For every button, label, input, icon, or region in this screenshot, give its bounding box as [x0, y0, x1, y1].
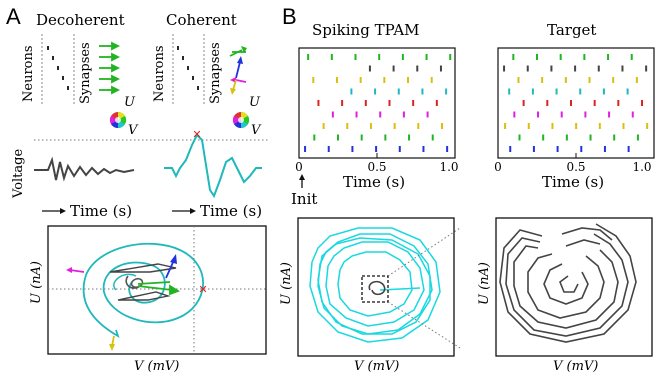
decoherent-network-diagram: Neurons Synapses [21, 34, 121, 104]
phase-a-y-label: U (nA) [29, 261, 44, 304]
target-title: Target [547, 21, 596, 39]
phase-b-target-x-label: V (mV) [553, 359, 598, 374]
color-wheel-u-label: U [249, 95, 261, 110]
panel-b-label: B [282, 4, 297, 29]
raster1-time-label: Time (s) [343, 173, 405, 191]
phase-b-spiking-y-label: U (nA) [279, 262, 294, 305]
coherent-title: Coherent [166, 11, 237, 29]
panel-a-label: A [6, 4, 21, 29]
time-label-decoherent: Time (s) [70, 202, 132, 220]
raster2-tick-1: 0.5 [566, 160, 585, 174]
raster-spiking: 0 0.5 1.0 Time (s) Init [291, 47, 459, 208]
voltage-label: Voltage [11, 149, 26, 199]
synapse-arrows-decoherent [99, 41, 121, 95]
phase-color-wheel: U V [232, 95, 262, 138]
decoherent-title: Decoherent [36, 11, 125, 29]
synapses-label-coherent: Synapses [208, 42, 223, 104]
decoherent-spiral [125, 275, 144, 289]
phase-color-wheel-decoherent: U V [109, 95, 139, 138]
phase-portrait-b-target: U (nA) V (mV) [477, 217, 653, 374]
color-wheel-v-label: V [251, 123, 262, 138]
phase-portrait-a: ✕ U (nA) V (mV) [29, 225, 267, 374]
phase-a-x-label: V (mV) [134, 359, 179, 374]
spiking-tpam-title: Spiking TPAM [312, 21, 420, 39]
phase-b-spiking-x-label: V (mV) [354, 359, 399, 374]
phase-portrait-b-spiking: U (nA) V (mV) [279, 217, 461, 374]
raster1-tick-0: 0 [295, 160, 303, 174]
time-arrow-decoherent: Time (s) [42, 202, 132, 220]
init-label: Init [291, 190, 317, 208]
color-wheel-v-label-decoherent: V [128, 123, 139, 138]
time-arrow-coherent: Time (s) [172, 202, 262, 220]
time-label-coherent: Time (s) [200, 202, 262, 220]
synapses-label-decoherent: Synapses [78, 42, 93, 104]
neuron-ticks-decoherent [47, 46, 69, 90]
raster-target: 0 0.5 1.0 Time (s) [494, 47, 655, 191]
raster1-tick-2: 1.0 [439, 160, 458, 174]
coherent-network-diagram: Neurons Synapses [152, 34, 247, 104]
synapse-arrows-coherent [229, 46, 247, 95]
coherent-spiral [82, 242, 204, 338]
decoherent-voltage-trace [34, 156, 135, 182]
neurons-label-decoherent: Neurons [21, 45, 36, 102]
raster2-tick-0: 0 [494, 160, 502, 174]
raster2-time-label: Time (s) [542, 173, 604, 191]
neurons-label-coherent: Neurons [152, 45, 167, 102]
color-wheel-u-label-decoherent: U [124, 95, 136, 110]
phase-b-target-y-label: U (nA) [477, 262, 492, 305]
raster2-tick-2: 1.0 [632, 160, 651, 174]
raster1-tick-1: 0.5 [367, 160, 386, 174]
svg-text:✕: ✕ [198, 283, 207, 296]
spike-marker: ✕ [192, 128, 201, 141]
coherent-voltage-trace [164, 133, 262, 199]
